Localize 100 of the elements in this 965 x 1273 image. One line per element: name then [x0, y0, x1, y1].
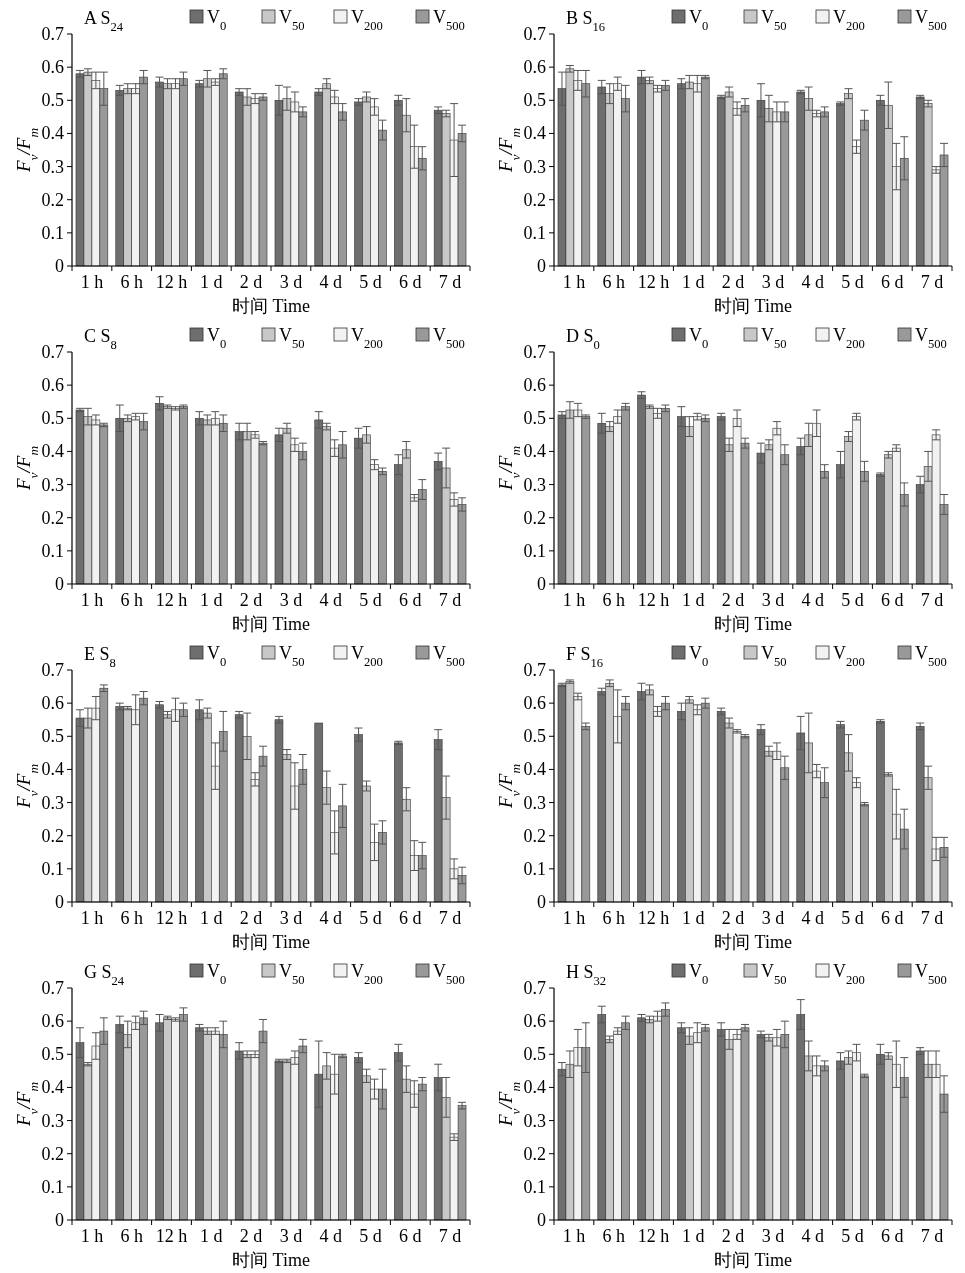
x-tick-label: 1 h [80, 272, 104, 292]
x-axis-title: 时间 Time [232, 296, 310, 316]
y-tick-label: 0.2 [41, 189, 64, 210]
x-tick-label: 6 d [881, 1226, 904, 1246]
x-tick-label: 6 h [602, 1226, 625, 1246]
x-tick-label: 3 d [279, 1226, 303, 1246]
legend-label: V$_{50}$ [761, 325, 787, 351]
y-tick-label: 0 [55, 574, 64, 594]
y-tick-label: 0.7 [523, 24, 546, 44]
y-tick-label: 0.6 [41, 1011, 64, 1032]
y-tick-label: 0.3 [523, 474, 546, 495]
chart-title: A S$_{24}$ [84, 8, 124, 34]
chart-title: H S$_{32}$ [566, 962, 607, 988]
x-tick-label: 5 d [359, 1226, 382, 1246]
legend-label: V$_{200}$ [351, 7, 383, 33]
y-tick-label: 0.3 [41, 1110, 64, 1131]
x-tick-label: 4 d [319, 590, 342, 610]
x-tick-label: 6 h [120, 272, 143, 292]
y-tick-label: 0.4 [523, 123, 546, 144]
x-tick-label: 1 h [80, 1226, 104, 1246]
y-tick-label: 0.3 [523, 1110, 546, 1131]
y-tick-label: 0.1 [523, 222, 546, 243]
x-tick-label: 4 d [319, 908, 342, 928]
x-tick-label: 7 d [920, 908, 944, 928]
y-tick-label: 0.7 [523, 978, 546, 998]
x-tick-label: 12 h [155, 272, 188, 292]
legend-label: V$_{50}$ [761, 961, 787, 987]
x-tick-label: 3 d [761, 272, 785, 292]
x-tick-label: 1 d [682, 908, 705, 928]
x-tick-label: 6 d [399, 590, 422, 610]
legend-label: V$_{200}$ [351, 961, 383, 987]
y-tick-label: 0.4 [523, 441, 546, 462]
y-tick-label: 0.6 [523, 57, 546, 78]
legend-label: V$_{50}$ [279, 643, 305, 669]
y-tick-label: 0 [537, 574, 546, 594]
x-tick-label: 3 d [761, 1226, 785, 1246]
x-tick-label: 1 d [682, 590, 705, 610]
x-tick-label: 4 d [801, 590, 824, 610]
x-axis-title: 时间 Time [714, 1250, 792, 1270]
y-tick-label: 0.5 [41, 726, 64, 747]
x-tick-label: 6 h [602, 590, 625, 610]
x-tick-label: 1 d [200, 590, 223, 610]
y-tick-label: 0 [537, 1210, 546, 1230]
x-axis-title: 时间 Time [232, 1250, 310, 1270]
x-tick-label: 5 d [359, 908, 382, 928]
x-tick-label: 6 d [399, 908, 422, 928]
x-tick-label: 3 d [761, 908, 785, 928]
x-axis-title: 时间 Time [714, 614, 792, 634]
legend-label: V$_{200}$ [351, 643, 383, 669]
y-tick-label: 0.5 [41, 408, 64, 429]
y-tick-label: 0.6 [41, 57, 64, 78]
y-tick-label: 0.1 [523, 540, 546, 561]
y-tick-label: 0.3 [41, 156, 64, 177]
y-tick-label: 0.1 [523, 858, 546, 879]
legend-label: V$_{500}$ [433, 325, 465, 351]
y-tick-label: 0.5 [523, 408, 546, 429]
x-tick-label: 6 d [399, 272, 422, 292]
chart-title: F S$_{16}$ [566, 644, 604, 670]
x-tick-label: 7 d [920, 1226, 944, 1246]
legend-label: V$_{500}$ [433, 7, 465, 33]
y-tick-label: 0.7 [41, 660, 64, 680]
y-tick-label: 0.2 [41, 1143, 64, 1164]
y-tick-label: 0.5 [523, 726, 546, 747]
chart-title: C S$_{8}$ [84, 326, 117, 352]
x-tick-label: 12 h [637, 272, 670, 292]
x-tick-label: 6 h [602, 272, 625, 292]
legend-label: V$_{50}$ [279, 325, 305, 351]
y-tick-label: 0.1 [41, 1176, 64, 1197]
x-tick-label: 6 h [602, 908, 625, 928]
y-tick-label: 0.3 [523, 156, 546, 177]
x-tick-label: 2 d [721, 590, 745, 610]
y-tick-label: 0.2 [523, 507, 546, 528]
legend-label: V$_{50}$ [279, 961, 305, 987]
x-tick-label: 6 d [881, 272, 904, 292]
x-tick-label: 1 d [200, 1226, 223, 1246]
y-tick-label: 0.4 [41, 123, 64, 144]
y-tick-label: 0.1 [41, 858, 64, 879]
y-tick-label: 0.7 [523, 660, 546, 680]
x-tick-label: 4 d [801, 908, 824, 928]
legend-label: V$_{200}$ [833, 325, 865, 351]
y-tick-label: 0 [55, 892, 64, 912]
legend-label: V$_{200}$ [833, 961, 865, 987]
y-tick-label: 0.4 [41, 441, 64, 462]
y-tick-label: 0 [537, 892, 546, 912]
x-tick-label: 1 h [80, 908, 104, 928]
x-axis-title: 时间 Time [714, 296, 792, 316]
x-tick-label: 2 d [239, 272, 263, 292]
y-tick-label: 0.2 [523, 189, 546, 210]
chart-title: G S$_{24}$ [84, 962, 125, 988]
y-tick-label: 0.7 [41, 978, 64, 998]
x-tick-label: 1 d [682, 1226, 705, 1246]
legend-label: V$_{50}$ [761, 7, 787, 33]
legend-label: V$_{200}$ [833, 643, 865, 669]
chart-title: E S$_{8}$ [84, 644, 116, 670]
chart-title: D S$_{0}$ [566, 326, 600, 352]
legend-label: V$_{0}$ [207, 961, 227, 987]
x-tick-label: 2 d [239, 1226, 263, 1246]
chart-title: B S$_{16}$ [566, 8, 606, 34]
legend-label: V$_{0}$ [689, 643, 709, 669]
y-tick-label: 0.2 [523, 1143, 546, 1164]
